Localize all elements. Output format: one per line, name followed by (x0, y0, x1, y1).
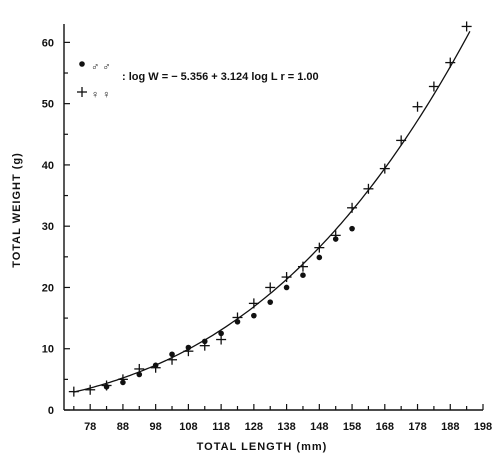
female-data-point (216, 334, 227, 345)
male-data-point (283, 284, 290, 291)
female-data-point (297, 261, 308, 272)
y-tick-label: 20 (42, 282, 54, 294)
female-data-point (167, 354, 178, 365)
female-data-point (347, 202, 358, 213)
female-data-point (150, 362, 161, 373)
male-data-point (300, 272, 306, 279)
female-data-point (117, 374, 128, 385)
x-tick-label: 158 (343, 421, 361, 433)
female-data-point (461, 21, 472, 32)
female-data-point (265, 282, 276, 293)
female-data-point (248, 298, 259, 309)
female-data-point (314, 242, 325, 253)
female-data-point (199, 340, 210, 351)
y-tick-label: 0 (48, 405, 54, 417)
x-axis-title: TOTAL LENGTH (mm) (197, 441, 328, 453)
female-data-point (134, 363, 145, 374)
x-tick-label: 198 (474, 421, 492, 433)
legend: ♂ ♂ ♀ ♀ : log W = − 5.356 + 3.124 log L … (77, 61, 319, 101)
male-data-point (251, 312, 257, 319)
female-data-point (445, 57, 456, 68)
legend-female-marker (77, 87, 87, 97)
female-data-point (232, 312, 243, 323)
female-data-point (68, 386, 79, 397)
female-data-point (85, 384, 96, 395)
legend-symbols: ♂ ♂ (91, 61, 111, 73)
x-tick-label: 98 (150, 421, 162, 433)
legend-row-female: ♀ ♀ (77, 87, 111, 101)
y-axis-ticks: 0 10 20 30 40 50 60 (42, 37, 70, 417)
y-tick-label: 60 (42, 37, 54, 49)
x-tick-label: 108 (179, 421, 197, 433)
male-data-point (136, 371, 143, 378)
female-data-point (183, 346, 194, 357)
male-data-point (316, 254, 323, 261)
x-tick-label: 88 (117, 421, 129, 433)
female-data-point (412, 101, 423, 112)
regression-curve (73, 30, 471, 393)
x-tick-label: 148 (310, 421, 328, 433)
x-tick-label: 128 (245, 421, 263, 433)
female-data-point (379, 163, 390, 174)
female-data-point (396, 135, 407, 146)
female-data-point (428, 81, 439, 92)
male-data-point (267, 299, 274, 305)
x-tick-label: 188 (441, 421, 459, 433)
x-axis-ticks: 78 88 98 108 118 128 138 148 158 168 178 188 198 (73, 404, 492, 433)
y-tick-label: 10 (42, 344, 54, 356)
y-tick-label: 40 (42, 160, 54, 172)
legend-row-male: ♂ ♂ (79, 61, 111, 73)
x-tick-label: 118 (212, 421, 230, 433)
y-axis-title: TOTAL WEIGHT (g) (11, 152, 23, 268)
female-data-point (281, 272, 292, 283)
x-tick-label: 78 (84, 421, 96, 433)
y-tick-label: 50 (42, 99, 54, 111)
x-tick-label: 178 (408, 421, 426, 433)
regression-equation: : log W = − 5.356 + 3.124 log L r = 1.00 (122, 71, 319, 83)
female-data-point (101, 380, 112, 391)
male-data-point (349, 225, 355, 232)
male-data-point (218, 330, 224, 337)
legend-male-marker (79, 61, 85, 67)
data-points (68, 21, 472, 397)
y-tick-label: 30 (42, 221, 54, 233)
female-data-point (363, 183, 374, 194)
axes (63, 24, 483, 411)
female-data-point (330, 230, 341, 241)
male-data-point (169, 351, 175, 358)
legend-symbols: ♀ ♀ (91, 89, 111, 101)
x-tick-label: 138 (277, 421, 295, 433)
x-tick-label: 168 (376, 421, 394, 433)
